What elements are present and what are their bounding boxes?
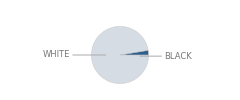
Wedge shape bbox=[120, 50, 149, 55]
Wedge shape bbox=[91, 26, 149, 84]
Text: WHITE: WHITE bbox=[43, 50, 106, 60]
Text: BLACK: BLACK bbox=[140, 52, 192, 61]
